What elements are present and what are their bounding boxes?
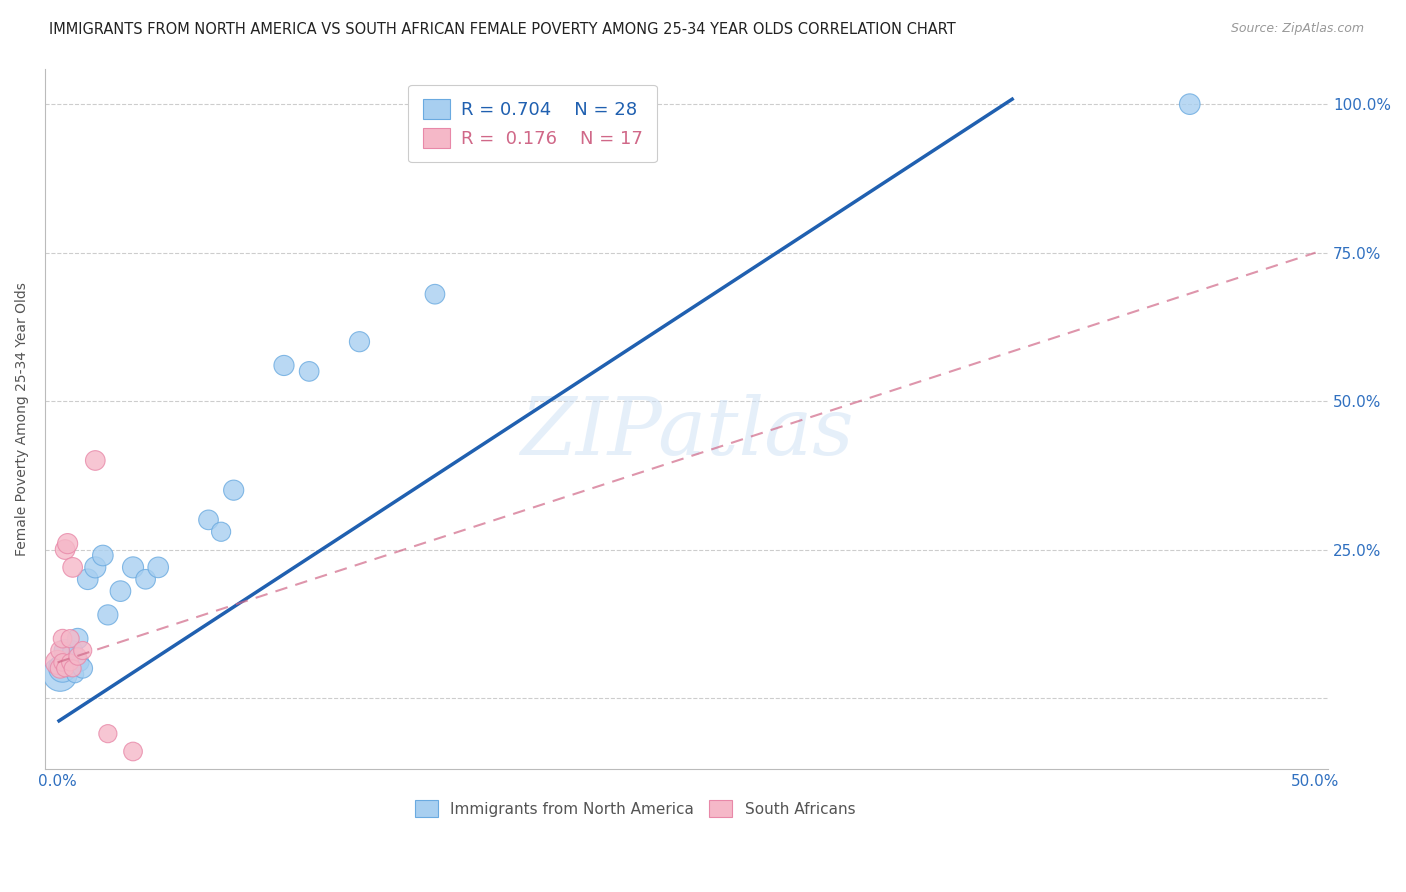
Point — [62, 661, 84, 675]
Point — [148, 560, 170, 574]
Point — [91, 549, 114, 563]
Text: IMMIGRANTS FROM NORTH AMERICA VS SOUTH AFRICAN FEMALE POVERTY AMONG 25-34 YEAR O: IMMIGRANTS FROM NORTH AMERICA VS SOUTH A… — [49, 22, 956, 37]
Legend: Immigrants from North America, South Africans: Immigrants from North America, South Afr… — [408, 793, 863, 825]
Point — [84, 453, 107, 467]
Point — [53, 661, 76, 675]
Point — [59, 632, 82, 646]
Point — [53, 643, 76, 657]
Point — [76, 572, 98, 586]
Point — [52, 661, 75, 675]
Point — [52, 632, 75, 646]
Point — [222, 483, 245, 498]
Point — [59, 656, 82, 670]
Point — [122, 744, 145, 758]
Point — [52, 656, 75, 670]
Point — [209, 524, 232, 539]
Point — [53, 542, 76, 557]
Point — [59, 649, 82, 664]
Point — [197, 513, 219, 527]
Point — [97, 727, 120, 741]
Point — [69, 656, 91, 670]
Point — [46, 656, 69, 670]
Point — [135, 572, 157, 586]
Point — [49, 661, 72, 675]
Point — [56, 536, 79, 550]
Point — [298, 364, 321, 378]
Point — [110, 584, 132, 599]
Point — [273, 359, 295, 373]
Point — [84, 560, 107, 574]
Point — [49, 667, 72, 681]
Point — [56, 656, 79, 670]
Point — [72, 661, 94, 675]
Text: Source: ZipAtlas.com: Source: ZipAtlas.com — [1230, 22, 1364, 36]
Point — [66, 649, 89, 664]
Point — [349, 334, 371, 349]
Point — [72, 643, 94, 657]
Point — [122, 560, 145, 574]
Text: ZIPatlas: ZIPatlas — [520, 394, 853, 472]
Point — [97, 607, 120, 622]
Point — [59, 661, 82, 675]
Point — [62, 560, 84, 574]
Point — [49, 643, 72, 657]
Y-axis label: Female Poverty Among 25-34 Year Olds: Female Poverty Among 25-34 Year Olds — [15, 282, 30, 556]
Point — [423, 287, 446, 301]
Point — [63, 667, 86, 681]
Point — [53, 656, 76, 670]
Point — [1178, 97, 1201, 112]
Point — [62, 643, 84, 657]
Point — [66, 632, 89, 646]
